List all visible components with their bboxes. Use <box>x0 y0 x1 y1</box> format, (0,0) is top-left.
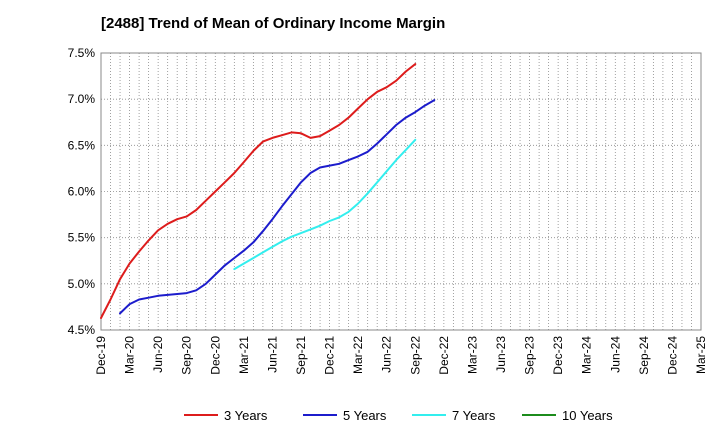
x-tick-label: Dec-21 <box>323 336 337 375</box>
x-tick-label: Jun-23 <box>494 336 508 373</box>
y-axis-ticks: 4.5% 5.0% 5.5% 6.0% 6.5% 7.0% 7.5% <box>68 46 96 337</box>
series-layer <box>100 63 436 319</box>
x-tick-label: Sep-21 <box>294 336 308 375</box>
y-tick-label: 6.0% <box>68 185 96 199</box>
x-tick-label: Dec-24 <box>665 336 679 375</box>
legend-label-7-years: 7 Years <box>452 408 496 423</box>
series-line-3-years <box>100 63 417 319</box>
x-tick-label: Jun-24 <box>608 336 622 373</box>
y-tick-label: 5.5% <box>68 231 96 245</box>
x-tick-label: Sep-20 <box>180 336 194 375</box>
legend-label-5-years: 5 Years <box>343 408 387 423</box>
x-tick-label: Sep-23 <box>523 336 537 375</box>
x-tick-label: Jun-20 <box>151 336 165 373</box>
y-tick-label: 6.5% <box>68 138 96 152</box>
y-tick-label: 4.5% <box>68 323 96 337</box>
x-tick-label: Jun-22 <box>380 336 394 373</box>
x-tick-label: Dec-19 <box>94 336 108 375</box>
x-tick-label: Mar-21 <box>237 336 251 374</box>
x-axis-ticks: Dec-19 Mar-20 Jun-20 Sep-20 Dec-20 Mar-21 Jun-… <box>94 336 708 375</box>
chart-title: [2488] Trend of Mean of Ordinary Income … <box>101 15 446 32</box>
x-tick-label: Mar-20 <box>123 336 137 374</box>
series-line-7-years <box>233 138 417 271</box>
x-tick-label: Sep-24 <box>637 336 651 375</box>
legend: 3 Years 5 Years 7 Years 10 Years <box>184 408 613 423</box>
series-line-5-years <box>119 99 436 315</box>
plot-frame <box>100 52 702 331</box>
legend-label-10-years: 10 Years <box>562 408 613 423</box>
y-tick-label: 7.0% <box>68 92 96 106</box>
x-tick-label: Mar-24 <box>580 336 594 374</box>
grid-lines <box>101 52 701 331</box>
x-tick-label: Dec-22 <box>437 336 451 375</box>
x-tick-label: Mar-25 <box>694 336 708 374</box>
x-tick-label: Jun-21 <box>265 336 279 373</box>
x-tick-label: Dec-23 <box>551 336 565 375</box>
x-tick-label: Mar-22 <box>351 336 365 374</box>
y-tick-label: 7.5% <box>68 46 96 60</box>
x-tick-label: Dec-20 <box>208 336 222 375</box>
x-tick-label: Mar-23 <box>465 336 479 374</box>
legend-label-3-years: 3 Years <box>224 408 268 423</box>
x-tick-label: Sep-22 <box>408 336 422 375</box>
y-tick-label: 5.0% <box>68 277 96 291</box>
